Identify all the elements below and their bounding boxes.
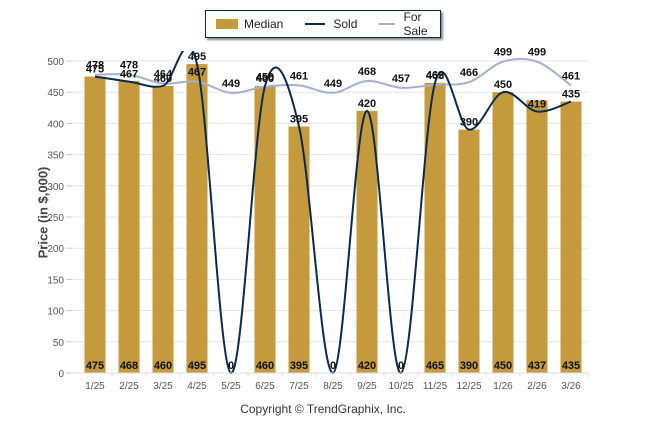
median-value-label: 395 [290,360,308,372]
sold-value-label: 419 [528,99,546,111]
median-value-label: 390 [460,360,478,372]
y-tick-label: 300 [47,182,64,193]
median-bar [152,85,174,374]
x-tick-label: 3/26 [561,381,581,392]
y-tick-label: 100 [47,307,64,318]
median-value-label: 435 [562,360,580,372]
x-tick-label: 8/25 [323,381,343,392]
x-tick-label: 7/25 [289,381,309,392]
x-tick-label: 2/25 [119,381,139,392]
for-sale-value-label: 464 [154,68,173,80]
y-tick-label: 250 [47,213,64,224]
for-sale-value-label: 459 [256,72,274,84]
for-sale-value-label: 478 [120,60,138,72]
for-sale-value-label: 449 [324,78,342,90]
for-sale-swatch-icon [379,23,396,25]
x-tick-label: 6/25 [255,381,275,392]
y-tick-label: 50 [53,338,65,349]
for-sale-line [94,57,572,94]
x-tick-label: 12/25 [456,381,481,392]
y-axis-title: Price (in $,000) [35,166,51,259]
for-sale-value-label: 466 [460,67,478,79]
y-tick-label: 200 [47,244,64,255]
x-tick-label: 10/25 [388,381,413,392]
axes: 0 50 100 150 200 250 300 350 400 450 500 1/25 2/25 3/… [47,57,589,392]
for-sale-value-label: 461 [290,70,308,82]
for-sale-value-label: 461 [562,70,580,82]
y-tick-label: 150 [47,275,64,286]
sold-value-label: 435 [562,89,580,101]
median-bar [118,80,140,373]
median-bar [560,101,582,373]
sold-value-label: 475 [86,64,104,76]
median-value-label: 0 [228,360,234,372]
legend-label-sold: Sold [333,17,358,31]
x-tick-label: 3/25 [153,381,173,392]
median-bar [84,76,106,373]
x-tick-label: 11/25 [423,381,448,392]
for-sale-value-label: 467 [188,67,206,79]
y-tick-label: 400 [47,119,64,130]
y-tick-label: 0 [58,369,64,380]
median-bars [84,64,582,374]
y-tick-label: 450 [47,88,64,99]
legend-label-median: Median [244,17,284,31]
legend-label-for-sale: For Sale [403,10,428,38]
x-tick-label: 4/25 [187,381,207,392]
for-sale-value-label: 499 [494,47,512,59]
x-tick-label: 9/25 [357,381,377,392]
x-tick-label: 5/25 [221,381,241,392]
median-bar [186,64,208,374]
y-tick-label: 350 [47,151,64,162]
legend: Median Sold For Sale [205,10,441,38]
for-sale-value-label: 449 [222,78,240,90]
sold-line [94,51,572,375]
median-value-label: 450 [494,360,512,372]
legend-item-median[interactable]: Median [216,17,283,31]
median-bar [492,92,514,373]
sold-value-label: 495 [188,51,206,63]
for-sale-value-label: 478 [86,60,104,72]
median-value-label: 495 [188,360,206,372]
data-labels: 475 468 460 495 0 460 395 0 420 0 465 390 450 437 435 4… [86,47,580,372]
median-bar [458,129,480,373]
y-tick-label: 500 [47,57,64,68]
sold-value-label: 390 [460,117,478,129]
x-tick-label: 1/25 [85,381,105,392]
median-swatch-icon [216,19,238,29]
sold-value-label: 460 [154,73,172,85]
median-bar [424,82,446,373]
for-sale-value-label: 462 [426,70,444,82]
series-lines [94,51,572,375]
median-bar [254,85,276,374]
copyright: Copyright © TrendGraphix, Inc. [240,402,406,416]
median-value-label: 475 [86,360,104,372]
median-bar [288,126,310,374]
median-value-label: 0 [330,360,336,372]
median-value-label: 460 [154,360,172,372]
sold-value-label: 450 [494,79,512,91]
x-tick-label: 2/26 [527,381,547,392]
sold-value-label: 420 [358,98,376,110]
median-value-label: 468 [120,360,138,372]
median-value-label: 460 [256,360,274,372]
x-tick-label: 1/26 [493,381,513,392]
median-value-label: 437 [528,360,546,372]
median-bar [526,100,548,373]
legend-item-sold[interactable]: Sold [305,17,357,31]
sold-value-label: 460 [256,73,274,85]
for-sale-value-label: 468 [358,66,376,78]
median-value-label: 465 [426,360,444,372]
median-value-label: 420 [358,360,376,372]
sold-swatch-icon [305,23,326,25]
sold-value-label: 395 [290,114,308,126]
for-sale-value-label: 457 [392,73,410,85]
sold-value-label: 467 [120,69,138,81]
median-value-label: 0 [398,360,404,372]
for-sale-value-label: 499 [528,47,546,59]
sold-value-label: 465 [426,70,444,82]
legend-item-for-sale[interactable]: For Sale [379,10,440,38]
median-bar [356,110,378,374]
